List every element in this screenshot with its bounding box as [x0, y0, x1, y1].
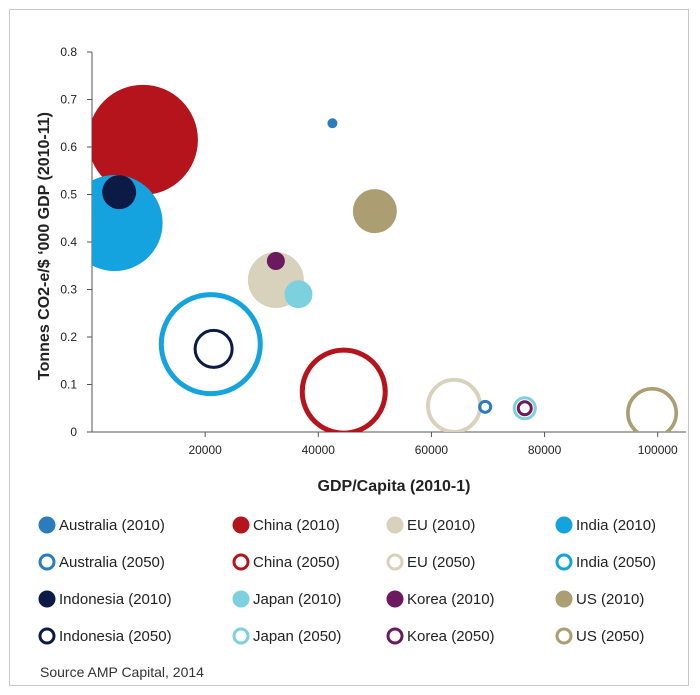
bubble-us-2050	[626, 387, 679, 432]
bubble-china-2050	[299, 347, 388, 432]
legend-marker-japan-2010	[232, 590, 250, 608]
legend-marker-australia-2050	[38, 553, 56, 571]
legend-label-indonesia-2010: Indonesia (2010)	[59, 591, 172, 608]
y-tick-label: 0.8	[60, 45, 77, 59]
y-tick-label: 0.7	[60, 93, 77, 107]
legend-label-india-2010: India (2010)	[576, 517, 656, 534]
bubbles-group	[92, 84, 679, 432]
legend-marker-japan-2050	[232, 627, 250, 645]
legend-marker-us-2050	[555, 627, 573, 645]
legend-label-us-2050: US (2050)	[576, 628, 644, 645]
legend-label-china-2010: China (2010)	[253, 517, 340, 534]
source-note: Source AMP Capital, 2014	[40, 664, 204, 680]
y-axis-title: Tonnes CO2-e/$ ‘000 GDP (2010-11)	[36, 112, 53, 380]
legend-label-japan-2010: Japan (2010)	[253, 591, 341, 608]
x-tick-label: 20000	[188, 443, 222, 457]
bubble-us-2010	[352, 189, 397, 234]
legend-label-australia-2010: Australia (2010)	[59, 517, 165, 534]
legend-label-india-2050: India (2050)	[576, 554, 656, 571]
y-tick-label: 0	[70, 425, 77, 439]
legend-marker-australia-2010	[38, 516, 56, 534]
legend-label-eu-2050: EU (2050)	[407, 554, 475, 571]
bubble-australia-2050	[478, 399, 493, 414]
x-tick-label: 60000	[415, 443, 449, 457]
legend-marker-indonesia-2050	[38, 627, 56, 645]
bubble-korea-2050	[516, 400, 533, 417]
bubble-eu-2050	[426, 377, 483, 432]
legend-label-korea-2010: Korea (2010)	[407, 591, 495, 608]
bubble-indonesia-2050	[193, 328, 234, 369]
legend-label-eu-2010: EU (2010)	[407, 517, 475, 534]
legend-marker-korea-2050	[386, 627, 404, 645]
legend-label-australia-2050: Australia (2050)	[59, 554, 165, 571]
legend-label-japan-2050: Japan (2050)	[253, 628, 341, 645]
legend-marker-korea-2010	[386, 590, 404, 608]
legend-marker-us-2010	[555, 590, 573, 608]
legend-marker-eu-2010	[386, 516, 404, 534]
x-tick-label: 80000	[528, 443, 562, 457]
y-tick-label: 0.2	[60, 330, 77, 344]
x-tick-label: 100000	[638, 443, 678, 457]
legend-marker-china-2010	[232, 516, 250, 534]
y-tick-label: 0.5	[60, 188, 77, 202]
legend-marker-china-2050	[232, 553, 250, 571]
legend-label-us-2010: US (2010)	[576, 591, 644, 608]
legend-marker-india-2010	[555, 516, 573, 534]
legend-marker-indonesia-2010	[38, 590, 56, 608]
y-tick-label: 0.1	[60, 378, 77, 392]
legend-label-china-2050: China (2050)	[253, 554, 340, 571]
bubble-india-2050	[158, 292, 263, 397]
bubble-korea-2010	[266, 252, 285, 270]
legend-label-korea-2050: Korea (2050)	[407, 628, 495, 645]
x-axis-title: GDP/Capita (2010-1)	[318, 478, 471, 495]
y-tick-label: 0.4	[60, 235, 77, 249]
legend-marker-india-2050	[555, 553, 573, 571]
bubble-japan-2010	[284, 280, 313, 309]
bubble-indonesia-2010	[102, 175, 137, 210]
y-tick-label: 0.6	[60, 140, 77, 154]
legend-marker-eu-2050	[386, 553, 404, 571]
bubble-japan-2050	[512, 396, 537, 421]
legend-label-indonesia-2050: Indonesia (2050)	[59, 628, 172, 645]
bubble-australia-2010	[327, 118, 338, 129]
y-tick-label: 0.3	[60, 283, 77, 297]
x-tick-label: 40000	[302, 443, 336, 457]
bubble-china-2010	[92, 84, 198, 195]
